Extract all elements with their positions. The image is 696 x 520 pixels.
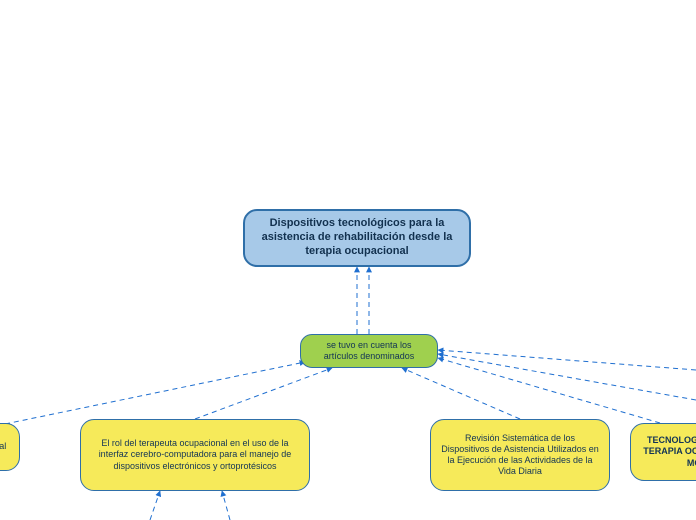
leaf-node-a-label: …a …al xyxy=(0,441,6,452)
leaf-node-b-label: El rol del terapeuta ocupacional en el u… xyxy=(91,438,299,472)
leaf-node-b: El rol del terapeuta ocupacional en el u… xyxy=(80,419,310,491)
root-node-label: Dispositivos tecnológicos para la asiste… xyxy=(255,217,459,258)
root-node: Dispositivos tecnológicos para la asiste… xyxy=(243,209,471,267)
leaf-node-d: TECNOLOGÍA DE ASISTENCIA EN TERAPIA OCUP… xyxy=(630,423,696,481)
leaf-node-d-label: TECNOLOGÍA DE ASISTENCIA EN TERAPIA OCUP… xyxy=(641,435,696,469)
mid-node: se tuvo en cuenta los artículos denomina… xyxy=(300,334,438,368)
leaf-node-a: …a …al xyxy=(0,423,20,471)
leaf-node-c-label: Revisión Sistemática de los Dispositivos… xyxy=(441,433,599,478)
leaf-node-c: Revisión Sistemática de los Dispositivos… xyxy=(430,419,610,491)
mid-node-label: se tuvo en cuenta los artículos denomina… xyxy=(311,340,427,363)
